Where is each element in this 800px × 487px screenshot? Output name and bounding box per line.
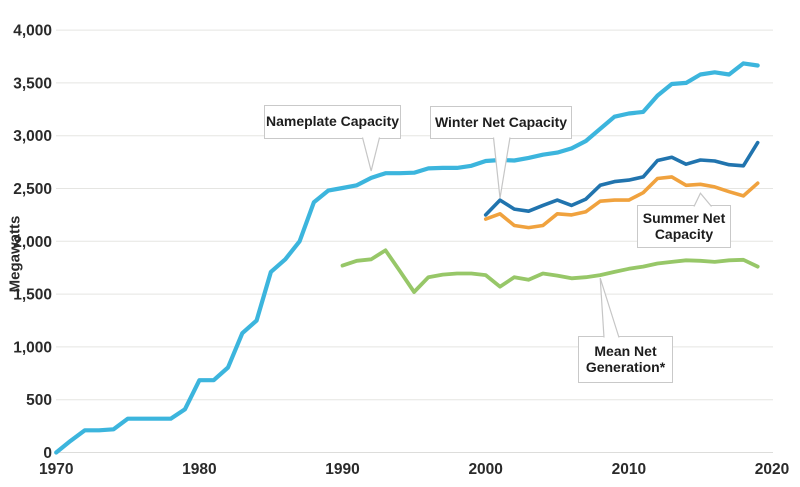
y-tick-label-2000: 2,000 xyxy=(13,234,52,251)
x-tick-label-1970: 1970 xyxy=(39,461,73,478)
x-tick-label-1980: 1980 xyxy=(182,461,216,478)
y-tick-label-3500: 3,500 xyxy=(13,75,52,92)
y-tick-label-4000: 4,000 xyxy=(13,23,52,40)
annotation-summer-net-capacity-label: Summer Net Capacity xyxy=(642,209,726,242)
series-line-mean-net-generation xyxy=(340,248,760,294)
annotation-nameplate-capacity: Nameplate Capacity xyxy=(264,105,401,139)
x-tick-label-2010: 2010 xyxy=(612,461,646,478)
x-tick-label-2020: 2020 xyxy=(755,461,789,478)
annotation-winter-net-capacity: Winter Net Capacity xyxy=(430,106,572,139)
x-tick-label-2000: 2000 xyxy=(468,461,502,478)
series-line-winter-net-capacity xyxy=(483,140,760,217)
series-line-summer-net-capacity xyxy=(483,175,760,230)
annotation-summer-net-capacity: Summer Net Capacity xyxy=(637,205,731,248)
x-tick-label-1990: 1990 xyxy=(325,461,359,478)
y-tick-label-500: 500 xyxy=(26,392,52,409)
y-axis-title: Megawatts xyxy=(6,215,24,293)
y-tick-label-0: 0 xyxy=(43,445,52,462)
annotation-winter-net-capacity-label: Winter Net Capacity xyxy=(434,113,568,130)
annotation-nameplate-capacity-label: Nameplate Capacity xyxy=(265,113,400,130)
annotation-mean-net-generation-label: Mean Net Generation* xyxy=(585,342,666,375)
y-tick-label-2500: 2,500 xyxy=(13,181,52,198)
y-tick-label-1500: 1,500 xyxy=(13,287,52,304)
annotation-mean-net-generation: Mean Net Generation* xyxy=(578,336,673,383)
y-tick-label-1000: 1,000 xyxy=(13,339,52,356)
series-line-nameplate-capacity xyxy=(54,61,760,455)
y-tick-label-3000: 3,000 xyxy=(13,128,52,145)
